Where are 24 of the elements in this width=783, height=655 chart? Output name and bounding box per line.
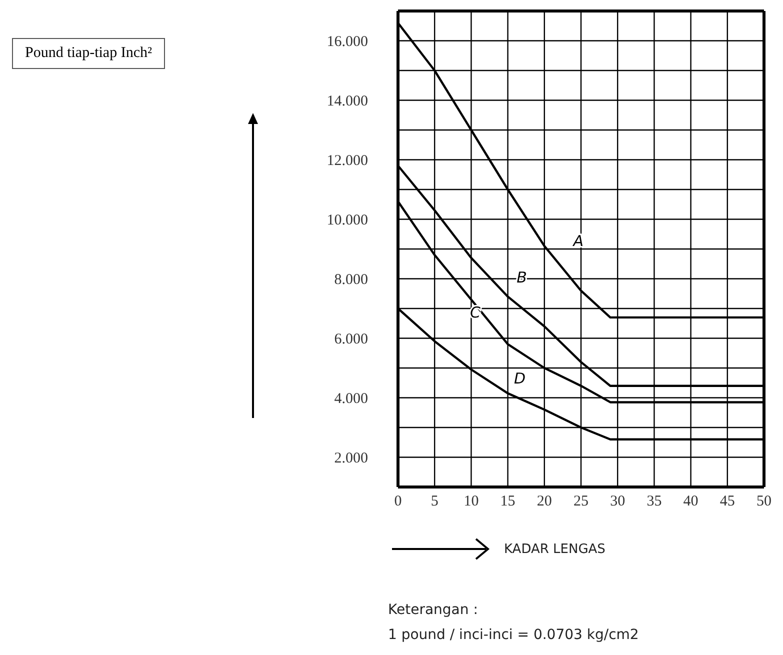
x-tick-label: 45 [720, 494, 735, 510]
y-tick-label: 8.000 [334, 272, 368, 288]
y-tick-label: 16.000 [326, 34, 368, 50]
y-tick-label: 10.000 [326, 212, 368, 229]
x-axis-title: KADAR LENGAS [504, 542, 606, 556]
y-tick-label: 2.000 [334, 450, 368, 467]
x-tick-label: 30 [610, 494, 626, 510]
x-tick-label: 40 [683, 494, 698, 510]
x-tick-label: 50 [756, 494, 772, 510]
x-tick-label: 35 [646, 494, 662, 510]
text: 1 pound / inci-inci = 0.0703 kg/cm2 [388, 626, 639, 645]
x-tick-label: 20 [536, 494, 552, 510]
x-tick-label: 15 [500, 494, 516, 510]
text: Keterangan : [388, 601, 479, 620]
x-tick-label: 25 [574, 494, 588, 510]
text: Pound tiap-tiap Inch² [12, 38, 165, 69]
y-tick-label: 14.000 [326, 94, 368, 110]
x-tick-label: 5 [430, 494, 438, 510]
y-tick-label: 4.000 [334, 391, 368, 408]
x-tick-label: 0 [394, 494, 402, 510]
series-label: D [514, 369, 526, 388]
x-tick-label: 10 [464, 494, 479, 510]
y-tick-label: 12.000 [326, 153, 368, 170]
y-tick-label: 6.000 [334, 332, 368, 348]
